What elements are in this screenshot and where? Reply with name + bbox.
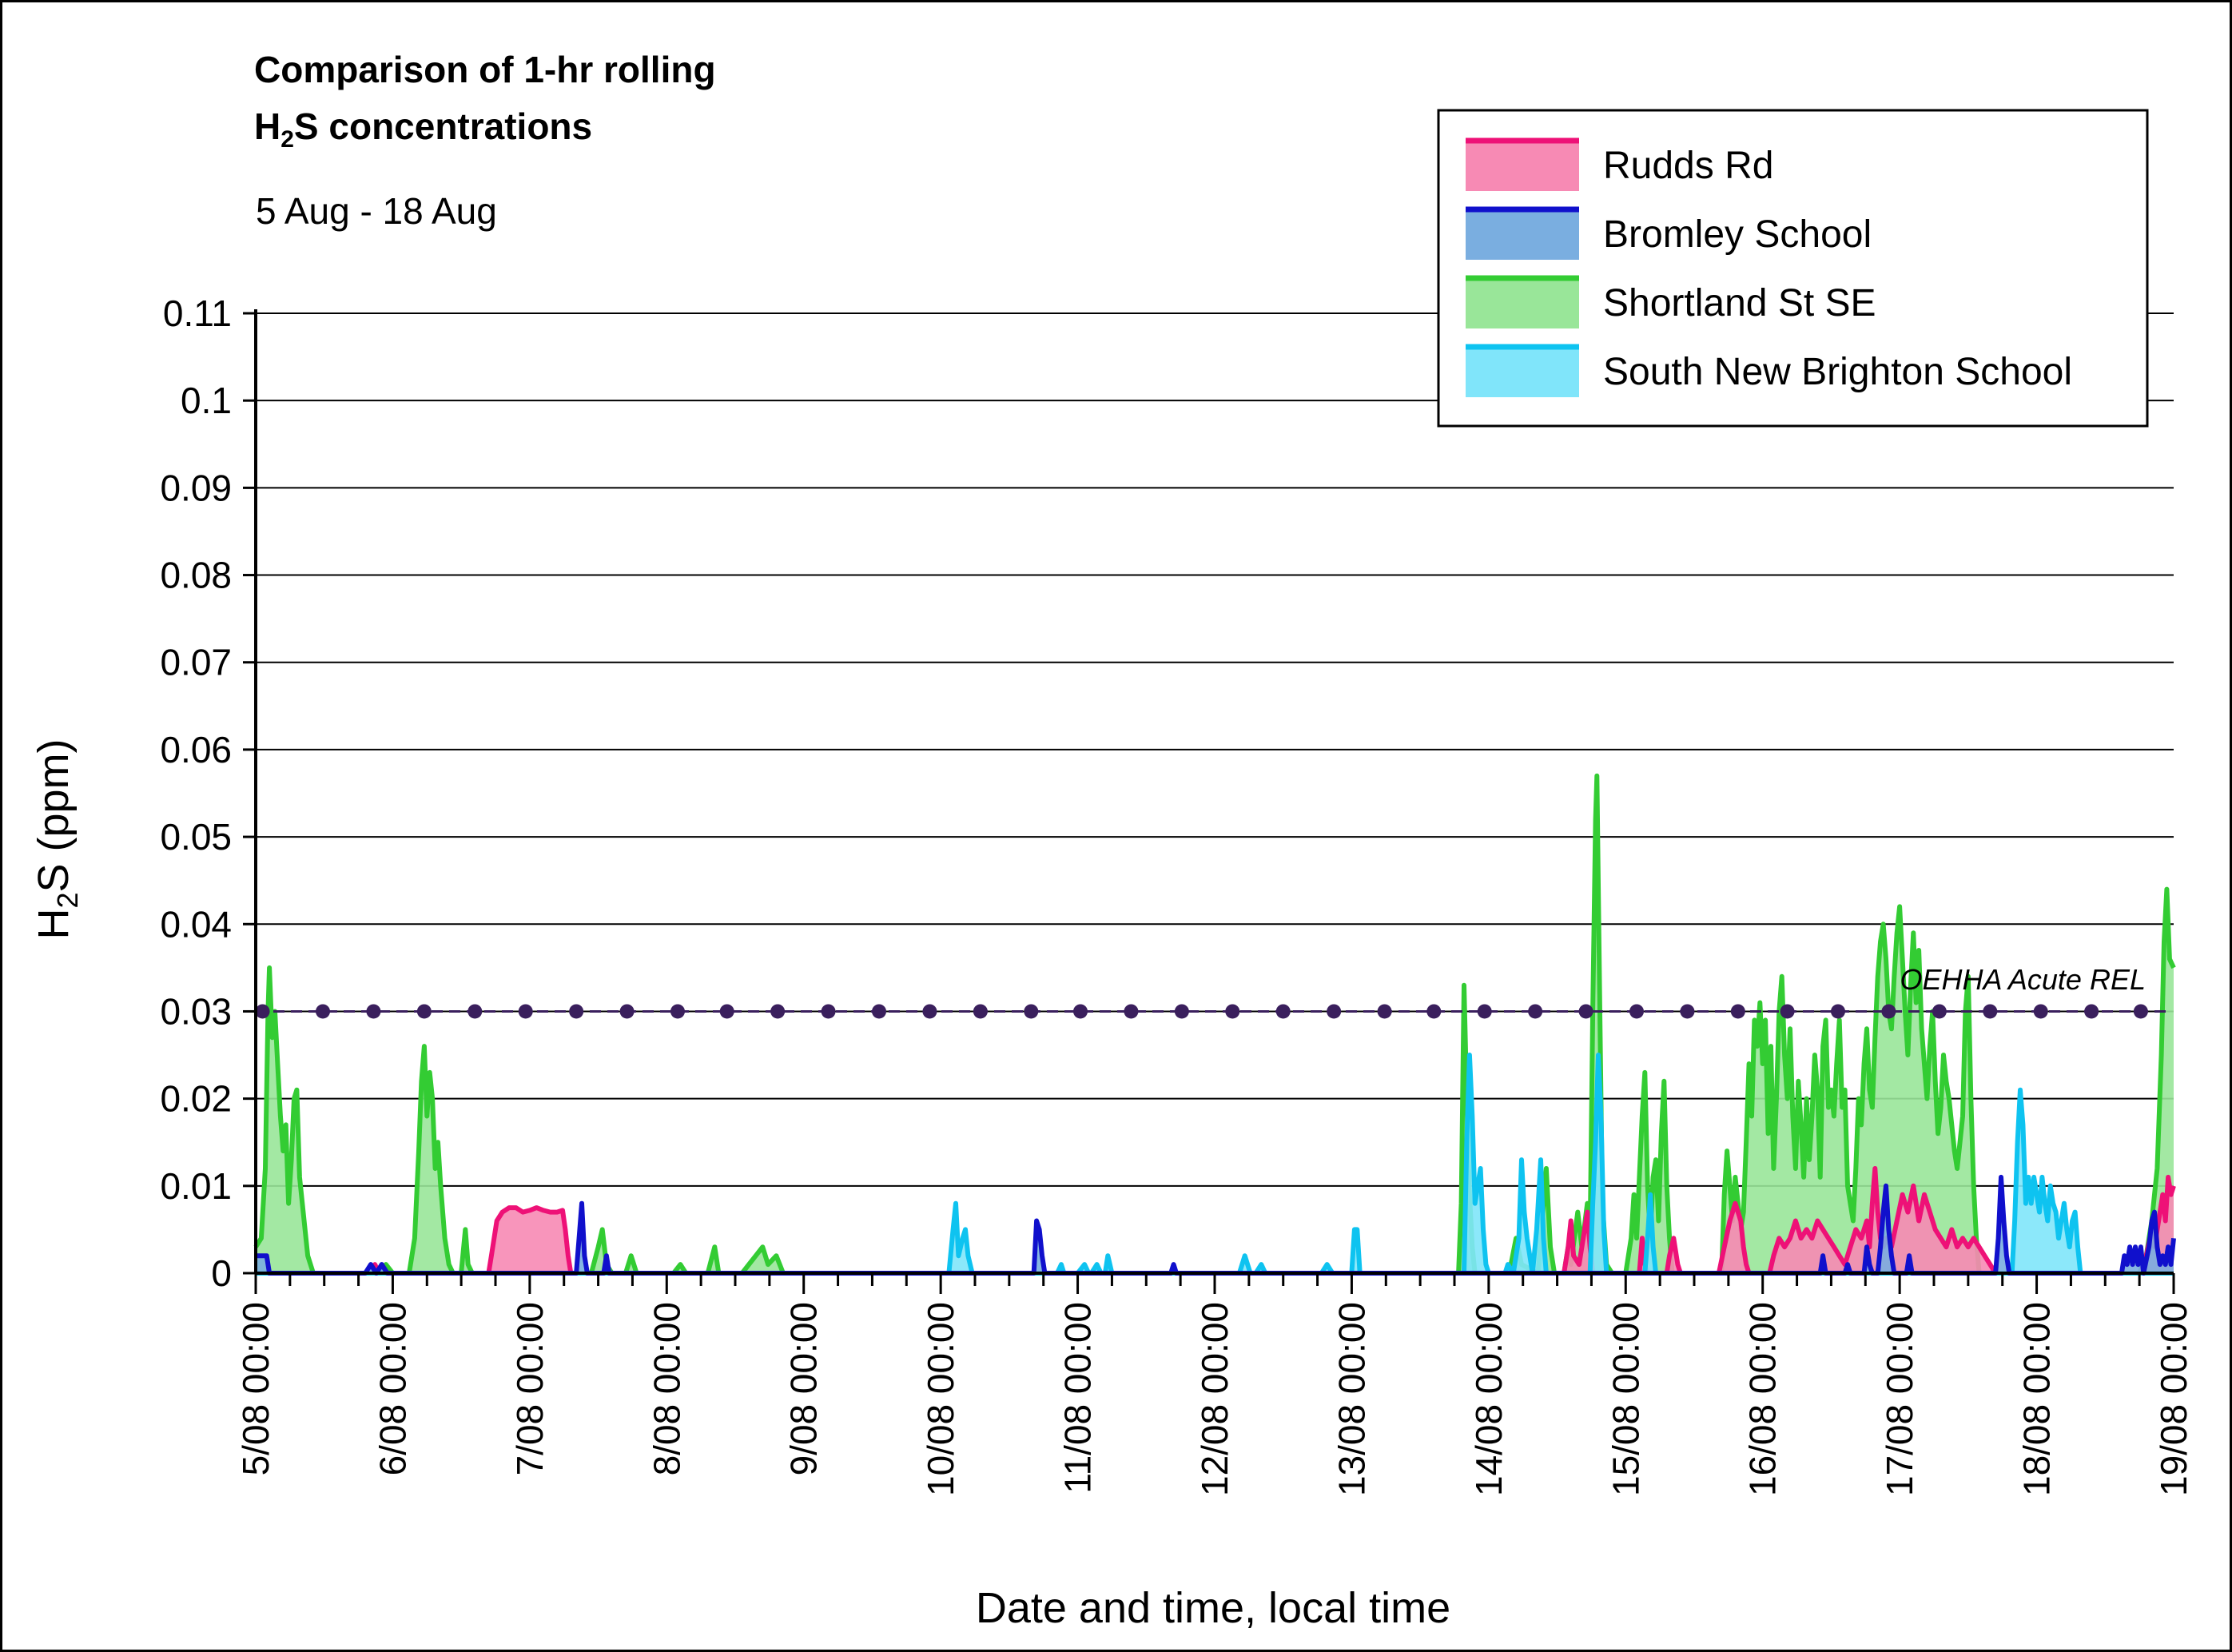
x-tick-label: 17/08 00:00 — [1879, 1302, 1920, 1496]
series-rudds-rd — [256, 1166, 2176, 1276]
reference-marker — [1629, 1004, 1644, 1019]
reference-marker — [2133, 1004, 2148, 1019]
series-line — [256, 1053, 2174, 1276]
legend-item: South New Brighton School — [1466, 344, 2072, 397]
reference-marker — [255, 1004, 270, 1019]
y-tick-label: 0.08 — [160, 555, 232, 596]
reference-line-group: OEHHA Acute REL — [255, 963, 2167, 1019]
x-tick-label: 10/08 00:00 — [920, 1302, 961, 1496]
series-south-new-brighton-school — [256, 1053, 2174, 1276]
reference-marker — [366, 1004, 381, 1019]
reference-marker — [719, 1004, 734, 1019]
reference-marker — [973, 1004, 988, 1019]
reference-marker — [416, 1004, 432, 1019]
reference-marker — [1730, 1004, 1745, 1019]
legend-swatch — [1466, 276, 1579, 328]
reference-marker — [1174, 1004, 1189, 1019]
reference-marker — [518, 1004, 533, 1019]
x-tick-label: 16/08 00:00 — [1742, 1302, 1784, 1496]
x-tick-label: 12/08 00:00 — [1194, 1302, 1235, 1496]
y-tick-label: 0.07 — [160, 642, 232, 683]
reference-marker — [1073, 1004, 1088, 1019]
reference-marker — [1780, 1004, 1795, 1019]
x-axis-label: Date and time, local time — [976, 1584, 1450, 1632]
reference-marker — [1932, 1004, 1947, 1019]
reference-marker — [1578, 1004, 1593, 1019]
y-tick-label: 0 — [211, 1252, 232, 1294]
y-axis-label: H2S (ppm) — [30, 738, 84, 939]
y-tick-label: 0.01 — [160, 1165, 232, 1207]
legend-swatch — [1466, 138, 1579, 191]
y-axis-ticks: 0 0.01 0.02 0.03 0.04 0.05 0.06 0.07 0.08 0.09 0.1… — [160, 293, 256, 1294]
y-tick-label: 0.02 — [160, 1078, 232, 1120]
y-tick-label: 0.1 — [181, 380, 232, 421]
y-tick-label: 0.06 — [160, 729, 232, 770]
x-tick-label: 15/08 00:00 — [1605, 1302, 1646, 1496]
title-line-1: Comparison of 1-hr rolling — [254, 49, 716, 90]
series-areas — [253, 773, 2176, 1276]
x-tick-label: 5/08 00:00 — [235, 1302, 277, 1475]
x-tick-label: 19/08 00:00 — [2153, 1302, 2194, 1496]
legend-swatch — [1466, 344, 1579, 397]
reference-marker — [1881, 1004, 1896, 1019]
legend-item: Bromley School — [1466, 206, 1872, 260]
chart-title: Comparison of 1-hr rolling H2S concentra… — [254, 49, 716, 232]
x-tick-label: 6/08 00:00 — [372, 1302, 413, 1475]
chart-subtitle: 5 Aug - 18 Aug — [256, 190, 497, 232]
reference-marker — [1426, 1004, 1442, 1019]
legend-label: Shortland St SE — [1603, 282, 1876, 324]
reference-marker — [1275, 1004, 1291, 1019]
title-line-2: H2S concentrations — [254, 105, 592, 153]
y-tick-label: 0.04 — [160, 903, 232, 945]
reference-marker — [1327, 1004, 1342, 1019]
reference-marker — [770, 1004, 786, 1019]
reference-marker — [316, 1004, 330, 1019]
x-tick-label: 11/08 00:00 — [1057, 1302, 1099, 1494]
reference-marker — [1680, 1004, 1695, 1019]
legend: Rudds Rd Bromley School Shortland St SE Sou… — [1437, 109, 2149, 428]
y-tick-label: 0.11 — [163, 293, 232, 334]
reference-marker — [1024, 1004, 1039, 1019]
x-tick-label: 13/08 00:00 — [1331, 1302, 1372, 1496]
reference-marker — [1225, 1004, 1240, 1019]
x-tick-label: 7/08 00:00 — [509, 1302, 551, 1475]
reference-marker — [2084, 1004, 2099, 1019]
y-tick-label: 0.03 — [160, 990, 232, 1032]
x-tick-label: 9/08 00:00 — [783, 1302, 825, 1475]
y-tick-label: 0.09 — [160, 467, 232, 508]
y-tick-label: 0.05 — [160, 816, 232, 858]
legend-label: South New Brighton School — [1603, 351, 2072, 393]
legend-swatch — [1466, 207, 1579, 260]
series-line — [256, 1166, 2176, 1276]
reference-marker — [922, 1004, 937, 1019]
reference-marker — [670, 1004, 685, 1019]
reference-marker — [1831, 1004, 1845, 1019]
reference-marker — [619, 1004, 635, 1019]
reference-marker — [821, 1004, 836, 1019]
reference-marker — [1528, 1004, 1543, 1019]
x-tick-label: 18/08 00:00 — [2016, 1302, 2058, 1496]
legend-item: Rudds Rd — [1466, 137, 1773, 191]
legend-item: Shortland St SE — [1466, 275, 1876, 328]
reference-marker — [872, 1004, 886, 1019]
legend-label: Bromley School — [1603, 213, 1872, 256]
reference-marker — [569, 1004, 584, 1019]
legend-label: Rudds Rd — [1603, 145, 1773, 187]
x-tick-label: 14/08 00:00 — [1468, 1302, 1510, 1496]
x-axis-ticks: 5/08 00:00 6/08 00:00 7/08 00:00 8/08 00:00… — [235, 1273, 2194, 1496]
reference-marker — [1377, 1004, 1392, 1019]
reference-marker — [1983, 1004, 1998, 1019]
x-tick-label: 8/08 00:00 — [646, 1302, 687, 1475]
series-fill — [256, 1168, 2174, 1273]
reference-line-label: OEHHA Acute REL — [1900, 963, 2146, 996]
reference-marker — [2033, 1004, 2048, 1019]
reference-marker — [1477, 1004, 1492, 1019]
reference-marker — [467, 1004, 483, 1019]
reference-marker — [1124, 1004, 1139, 1019]
